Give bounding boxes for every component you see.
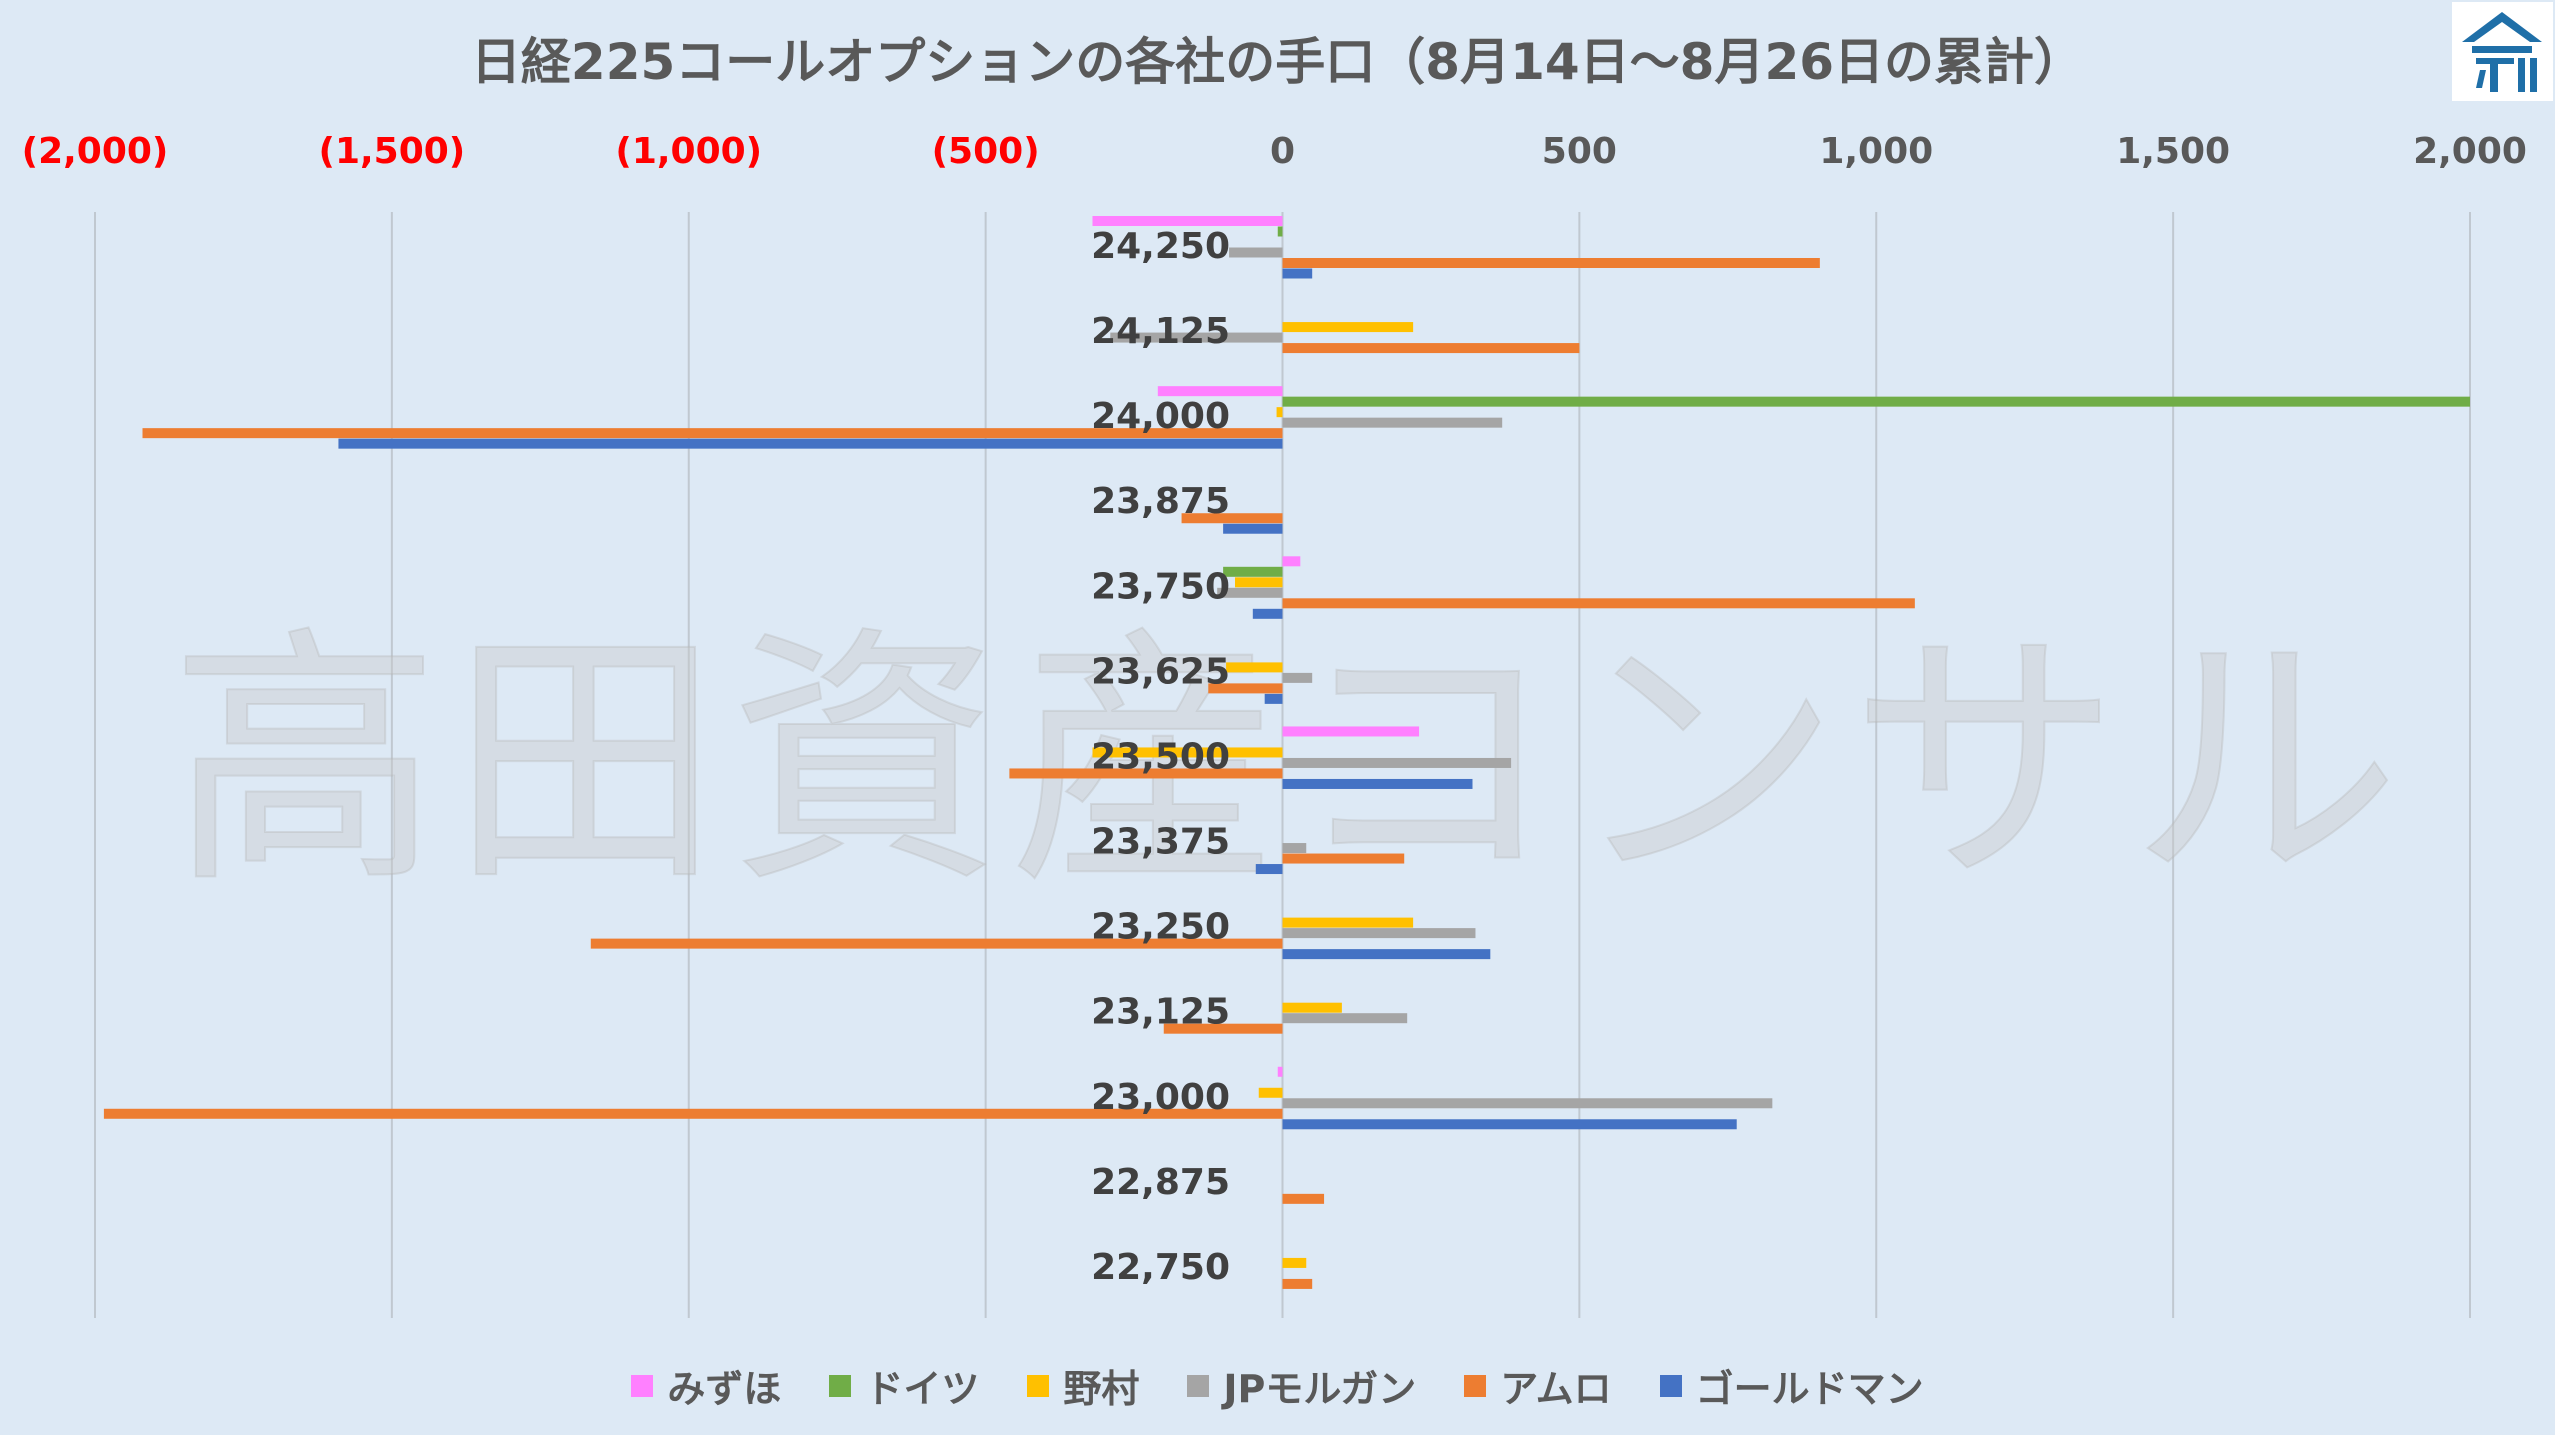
category-label: 22,750 [1091, 1247, 1230, 1288]
bar [1217, 587, 1283, 598]
bar [1235, 577, 1283, 588]
bar [103, 1108, 1283, 1119]
bar [1282, 268, 1313, 279]
bar [1157, 386, 1283, 397]
bar [1229, 247, 1283, 258]
bar [1282, 598, 1915, 609]
category-label: 23,875 [1091, 481, 1230, 522]
category-label: 23,125 [1091, 992, 1230, 1033]
legend-label: ゴールドマン [1695, 1367, 1924, 1411]
bar [1282, 1013, 1408, 1024]
legend-label: アムロ [1500, 1367, 1612, 1411]
legend-swatch [631, 1374, 654, 1397]
bar [1282, 556, 1301, 567]
bar [1252, 608, 1283, 619]
category-label: 24,000 [1091, 396, 1230, 437]
legend-item: アムロ [1464, 1358, 1612, 1413]
bar [1282, 322, 1414, 333]
bar [1163, 1023, 1283, 1034]
bar [1282, 258, 1820, 268]
x-tick-label: (1,500) [318, 131, 465, 172]
bar [1282, 949, 1491, 960]
legend-item: ゴールドマン [1659, 1358, 1924, 1413]
bar [1282, 726, 1420, 737]
legend-label: ドイツ [865, 1367, 980, 1411]
category-label: 23,000 [1091, 1077, 1230, 1118]
bar [1255, 864, 1283, 875]
bar [1282, 1002, 1342, 1013]
legend-item: 野村 [1027, 1358, 1139, 1413]
category-labels: 24,250 24,125 24,000 23,875 23,750 23,625 23,5… [1091, 226, 1230, 1288]
x-tick-label: 0 [1270, 131, 1295, 172]
bar [1282, 1193, 1325, 1204]
bars [103, 216, 2470, 1289]
bar [1223, 523, 1283, 534]
bar [1282, 1098, 1773, 1109]
bar [1282, 917, 1414, 928]
bar [1282, 343, 1580, 354]
bar [1277, 1066, 1283, 1077]
bar [1276, 407, 1283, 418]
bar [1282, 778, 1473, 789]
category-label: 23,250 [1091, 907, 1230, 948]
bar [1181, 513, 1283, 524]
x-tick-label: 2,000 [2413, 131, 2527, 172]
legend-swatch [1659, 1374, 1682, 1397]
bar [1282, 928, 1476, 939]
x-tick-label: 500 [1542, 131, 1617, 172]
x-tick-label: (1,000) [615, 131, 762, 172]
legend-item: ドイツ [829, 1358, 979, 1413]
legend-swatch [829, 1374, 852, 1397]
x-tick-label: 1,500 [2116, 131, 2230, 172]
legend-label: 野村 [1063, 1367, 1140, 1411]
bar [1282, 1119, 1737, 1130]
bar [1282, 1278, 1313, 1289]
bar [1282, 1257, 1307, 1268]
bar [1264, 693, 1283, 704]
bar [1277, 226, 1283, 237]
bar [1092, 216, 1283, 226]
x-tick-label: (2,000) [22, 131, 169, 172]
bar [1009, 768, 1283, 779]
legend: みずほ ドイツ 野村 JPモルガン アムロ ゴールドマン [0, 1358, 2555, 1413]
legend-swatch [1464, 1374, 1487, 1397]
category-label: 23,500 [1091, 736, 1230, 777]
x-axis-ticks: (2,000) (1,500) (1,000) (500) 0 500 1,000 1,500… [22, 131, 2527, 172]
bar [1208, 683, 1283, 694]
x-tick-label: 1,000 [1819, 131, 1933, 172]
legend-item: JPモルガン [1187, 1358, 1416, 1413]
legend-swatch [1187, 1374, 1210, 1397]
bar [1092, 747, 1283, 758]
legend-label: JPモルガン [1223, 1367, 1417, 1411]
category-label: 24,250 [1091, 226, 1230, 267]
bar [1110, 332, 1283, 343]
bar [1282, 417, 1503, 428]
bar [1223, 566, 1283, 577]
bar [1282, 672, 1313, 683]
bar [1258, 1087, 1283, 1098]
bar [1282, 757, 1512, 768]
category-label: 23,750 [1091, 566, 1230, 607]
logo [2452, 2, 2553, 101]
building-icon [2462, 12, 2542, 92]
bar [1226, 662, 1283, 673]
legend-label: みずほ [667, 1367, 782, 1411]
category-label: 23,375 [1091, 822, 1230, 863]
bar [1282, 853, 1405, 864]
bar [142, 428, 1283, 439]
category-label: 22,875 [1091, 1162, 1230, 1203]
category-label: 24,125 [1091, 311, 1230, 352]
grid-lines [94, 212, 2471, 1318]
bar [590, 938, 1283, 949]
bar [1282, 843, 1307, 854]
legend-swatch [1027, 1374, 1050, 1397]
bar [338, 438, 1283, 449]
bar [1282, 396, 2470, 407]
legend-item: みずほ [631, 1358, 781, 1413]
chart-title: 日経225コールオプションの各社の手口（8月14日〜8月26日の累計） [470, 33, 2085, 91]
x-tick-label: (500) [932, 131, 1040, 172]
category-label: 23,625 [1091, 651, 1230, 692]
